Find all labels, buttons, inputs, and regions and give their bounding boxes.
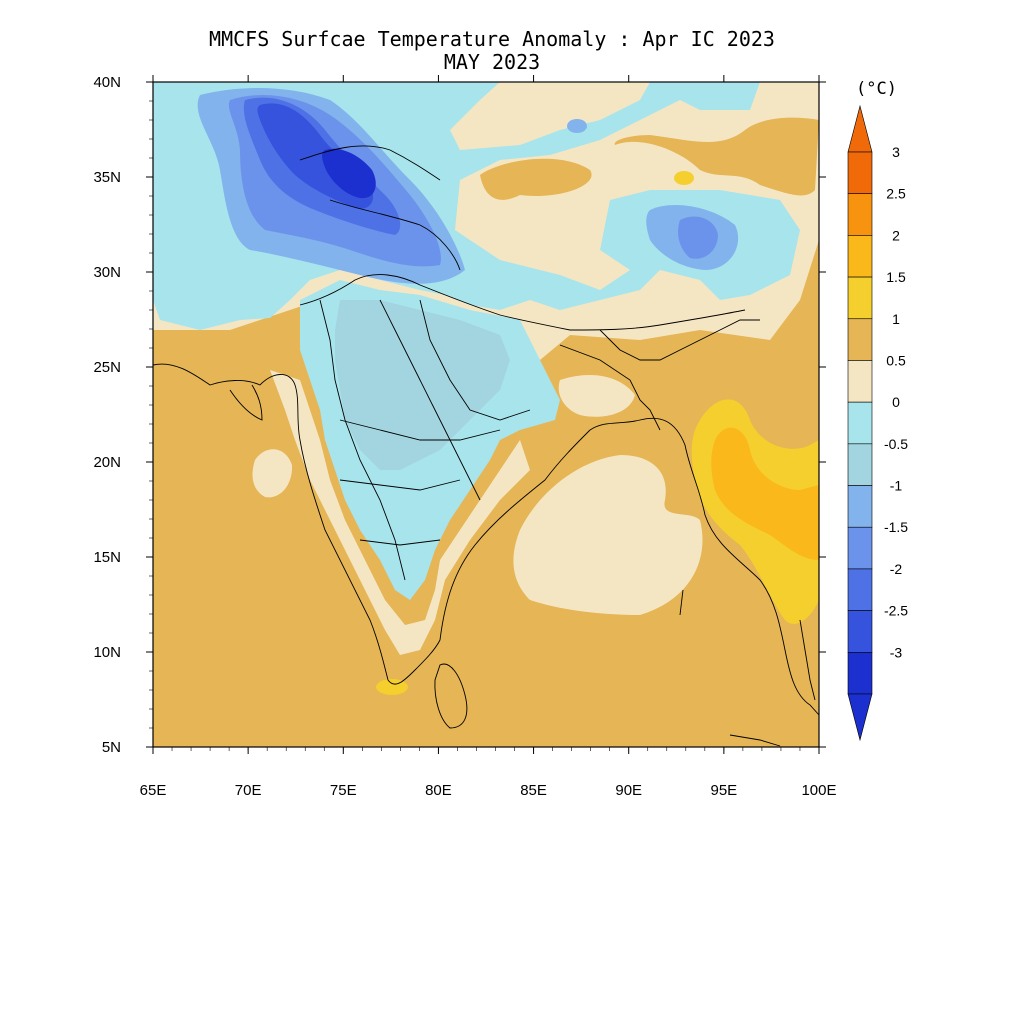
warm-patch-tibet <box>480 158 592 200</box>
map-panel <box>153 82 819 747</box>
title-line-1: MMCFS Surfcae Temperature Anomaly : Apr … <box>209 27 775 51</box>
colorbar-label: 3 <box>892 144 900 160</box>
colorbar-label: 0.5 <box>886 352 906 368</box>
hot-spot-srilanka-tip <box>376 679 408 695</box>
neutral-bengal-coast <box>558 375 635 417</box>
colorbar-label: 2 <box>892 227 900 243</box>
colorbar-swatch <box>847 318 873 361</box>
colorbar-swatch <box>847 276 873 320</box>
colorbar-swatch <box>847 443 873 486</box>
colorbar-label: 0 <box>892 394 900 410</box>
title-line-2: MAY 2023 <box>443 50 541 74</box>
colorbar-swatch <box>847 401 873 445</box>
colorbar-max-arrow <box>847 104 873 153</box>
y-tick-label: 5N <box>102 739 121 756</box>
colorbar-label: -2.5 <box>884 603 908 619</box>
y-tick-label: 25N <box>93 359 121 376</box>
colorbar-unit-label: (°C) <box>856 79 897 99</box>
colorbar-swatch <box>847 610 873 653</box>
hot-spot-tibet <box>674 171 694 185</box>
y-tick-label: 15N <box>93 549 121 566</box>
colorbar-swatch <box>847 360 873 403</box>
neutral-arabian-patch <box>252 449 293 498</box>
x-tick-label: 85E <box>520 782 547 799</box>
y-tick-label: 30N <box>93 264 121 281</box>
chart-title: MMCFS Surfcae Temperature Anomaly : Apr … <box>0 28 984 74</box>
cold-zone-level5 <box>322 148 376 199</box>
x-tick-label: 90E <box>615 782 642 799</box>
hotter-zone-myanmar <box>711 427 819 560</box>
map-frame <box>152 81 820 748</box>
coastlines-and-borders <box>153 145 819 747</box>
neutral-coast-west <box>270 370 530 655</box>
colorbar-swatch <box>847 235 873 278</box>
colorbar-min-arrow <box>847 693 873 742</box>
colorbar-label: -3 <box>890 644 903 660</box>
colorbar-swatch <box>847 568 873 611</box>
y-tick-label: 35N <box>93 169 121 186</box>
colorbar-label: 1 <box>892 311 900 327</box>
y-tick-label: 20N <box>93 454 121 471</box>
warm-patch-northeast <box>614 117 819 196</box>
colorbar: 3 2.5 2 1.5 1 0.5 0 -0.5 -1 -1.5 -2 -2.5 -3 <box>847 104 908 742</box>
cold-patch-tibet-core <box>678 216 718 259</box>
x-tick-label: 75E <box>330 782 357 799</box>
colorbar-label: -0.5 <box>884 436 908 452</box>
colorbar-swatch <box>847 485 873 528</box>
x-tick-label: 65E <box>140 782 167 799</box>
map-axes: 65E 70E 75E 80E 85E 90E 95E 100E 5N 10N 15N 20N 25N 3… <box>93 74 836 799</box>
neutral-bay-of-bengal <box>513 455 703 615</box>
x-tick-label: 100E <box>801 782 836 799</box>
colorbar-swatch <box>847 151 873 194</box>
colorbar-label: -1 <box>890 478 903 494</box>
y-tick-label: 10N <box>93 644 121 661</box>
y-tick-label: 40N <box>93 74 121 91</box>
colorbar-label: -2 <box>890 561 903 577</box>
cold-patch-small <box>567 119 587 133</box>
colorbar-swatch <box>847 652 873 695</box>
colorbar-label: 1.5 <box>886 269 906 285</box>
colorbar-swatch <box>847 193 873 236</box>
x-tick-label: 80E <box>425 782 452 799</box>
colorbar-label: -1.5 <box>884 519 908 535</box>
colorbar-swatch <box>847 526 873 570</box>
x-tick-label: 70E <box>235 782 262 799</box>
colorbar-label: 2.5 <box>886 186 906 202</box>
x-tick-label: 95E <box>711 782 738 799</box>
